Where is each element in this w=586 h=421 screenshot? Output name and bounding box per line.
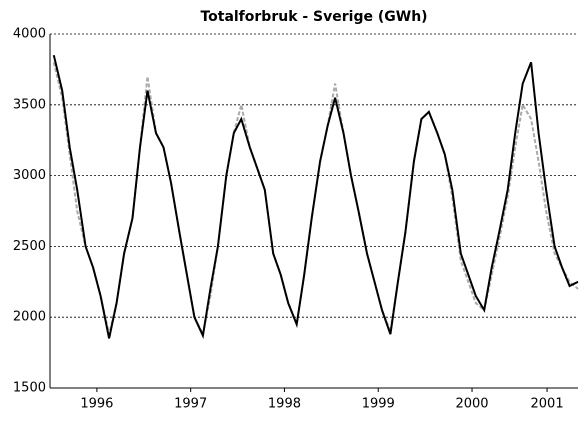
x-tick-label: 1998 bbox=[268, 397, 301, 412]
series-line bbox=[52, 54, 579, 339]
x-tick-label: 2000 bbox=[455, 397, 488, 412]
x-tick-label: 1997 bbox=[174, 397, 207, 412]
series-line bbox=[52, 62, 579, 338]
y-tick-label: 2000 bbox=[13, 310, 46, 325]
y-tick-label: 1500 bbox=[13, 381, 46, 396]
chart-title: Totalforbruk - Sverige (GWh) bbox=[200, 9, 427, 25]
x-tick-label: 1996 bbox=[80, 397, 113, 412]
y-tick-label: 2500 bbox=[13, 239, 46, 254]
x-tick-label: 2001 bbox=[531, 397, 564, 412]
y-tick-label: 3500 bbox=[13, 97, 46, 112]
x-tick-label: 1999 bbox=[362, 397, 395, 412]
y-tick-label: 4000 bbox=[13, 27, 46, 42]
y-tick-label: 3000 bbox=[13, 168, 46, 183]
